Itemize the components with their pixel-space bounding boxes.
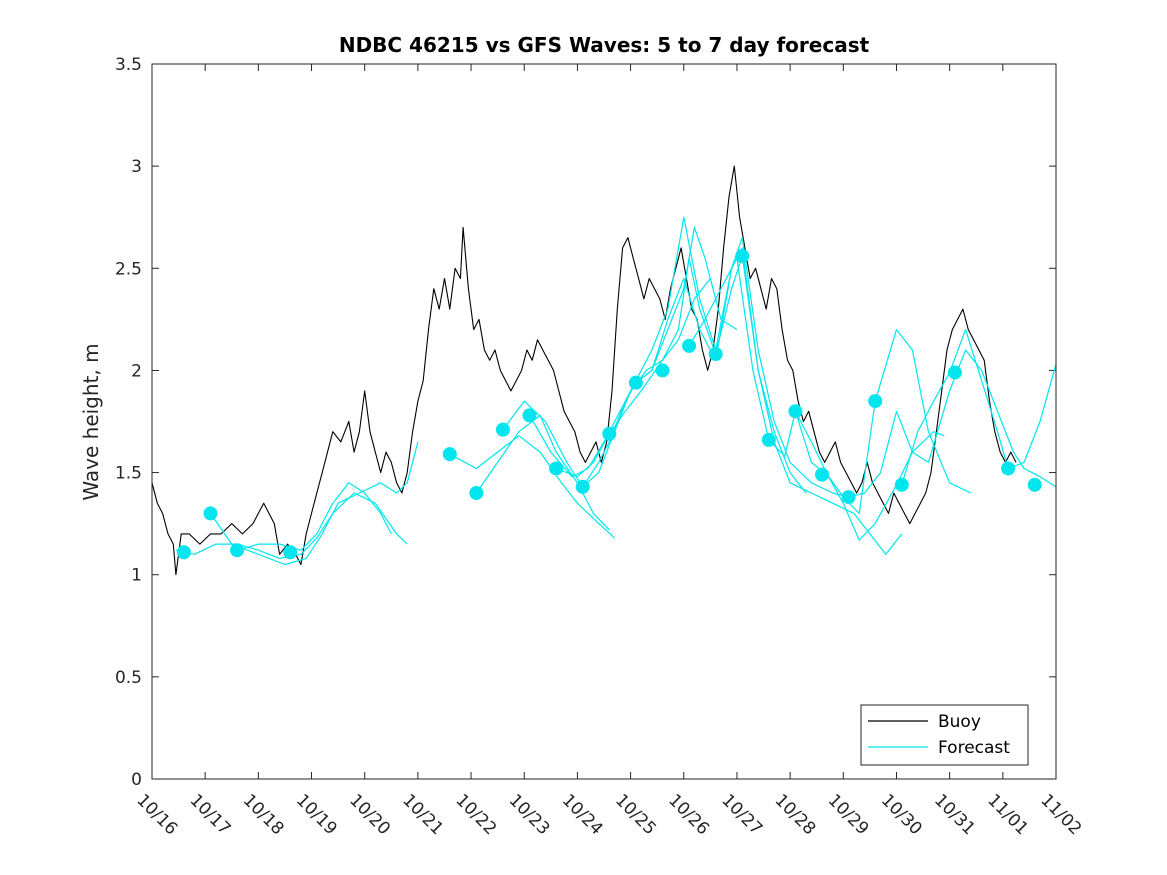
- legend: Buoy Forecast: [860, 704, 1029, 766]
- forecast-marker: [495, 422, 510, 437]
- forecast-marker: [602, 426, 617, 441]
- legend-box: [860, 704, 1029, 766]
- buoy-line: [151, 165, 1017, 576]
- forecast-marker: [761, 432, 776, 447]
- forecast-marker: [549, 461, 564, 476]
- forecast-marker: [628, 375, 643, 390]
- y-tick-label: 2: [131, 361, 142, 381]
- forecast-marker: [575, 479, 590, 494]
- y-axis-label: Wave height, m: [79, 343, 103, 500]
- y-tick-label: 3.5: [115, 55, 142, 75]
- forecast-line: [635, 247, 903, 555]
- forecast-marker: [841, 490, 856, 505]
- forecast-marker: [894, 477, 909, 492]
- axes-box: [151, 63, 1057, 780]
- y-tick-label: 3: [131, 157, 142, 177]
- forecast-line: [449, 435, 616, 539]
- forecast-marker: [868, 394, 883, 409]
- forecast-line: [236, 482, 392, 551]
- forecast-line: [475, 414, 610, 531]
- forecast-markers: [176, 249, 1042, 560]
- forecast-line: [555, 255, 807, 494]
- chart-title: NDBC 46215 vs GFS Waves: 5 to 7 day fore…: [339, 33, 870, 57]
- forecast-marker: [442, 447, 457, 462]
- forecast-marker: [230, 543, 245, 558]
- y-tick-label: 0.5: [115, 668, 142, 688]
- forecast-line: [688, 257, 945, 541]
- forecast-line: [582, 216, 849, 498]
- y-tick-label: 1.5: [115, 464, 142, 484]
- forecast-marker: [1001, 461, 1016, 476]
- forecast-marker: [815, 467, 830, 482]
- forecast-marker: [788, 404, 803, 419]
- plot-background: [152, 64, 1056, 779]
- legend-label-buoy: Buoy: [938, 712, 981, 732]
- forecast-line: [175, 492, 408, 559]
- forecast-marker: [708, 347, 723, 362]
- forecast-marker: [469, 486, 484, 500]
- forecast-marker: [522, 408, 537, 423]
- forecast-marker: [735, 249, 750, 264]
- forecast-marker: [947, 365, 962, 380]
- forecast-line: [901, 329, 1057, 485]
- legend-label-forecast: Forecast: [938, 738, 1010, 758]
- y-tick-label: 1: [131, 566, 142, 586]
- y-tick-label: 2.5: [115, 259, 142, 279]
- forecast-line: [210, 441, 419, 566]
- forecast-marker: [283, 545, 298, 560]
- forecast-marker: [176, 545, 191, 560]
- plot-area: [152, 64, 1056, 779]
- forecast-marker: [655, 363, 670, 378]
- y-tick-label: 0: [131, 770, 142, 790]
- forecast-marker: [1027, 477, 1042, 492]
- axes-frame: [151, 63, 1057, 780]
- forecast-marker: [682, 338, 697, 353]
- forecast-marker: [203, 506, 218, 521]
- y-axis-ticks: 0 0.5 1 1.5 2 2.5 3 3.5: [115, 55, 1056, 790]
